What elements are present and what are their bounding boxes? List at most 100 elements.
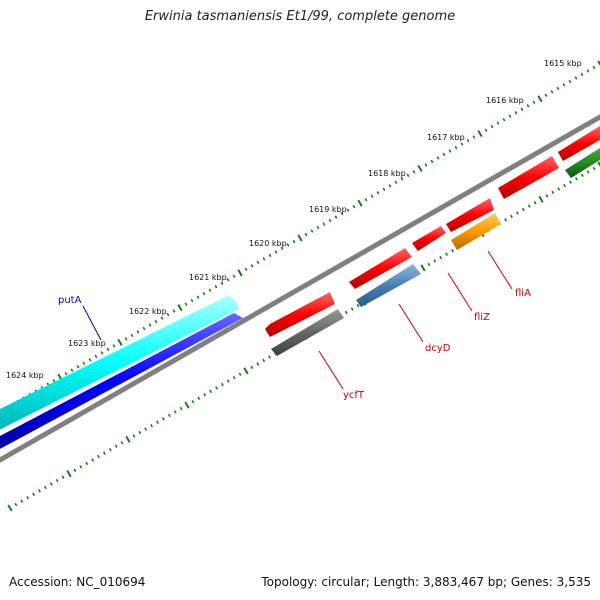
outer-tick-minor <box>586 69 590 73</box>
inner-tick-minor <box>433 259 437 263</box>
inner-tick-minor <box>445 252 449 256</box>
outer-tick-minor <box>484 128 488 132</box>
ruler-label: 1621 kbp <box>189 273 227 282</box>
gene-arrow-red-3[interactable] <box>446 198 494 232</box>
gene-arrow-red-2[interactable] <box>349 248 412 289</box>
outer-tick-minor <box>112 344 116 348</box>
inner-tick-minor <box>173 410 177 414</box>
inner-tick-minor <box>32 492 36 496</box>
outer-tick-minor <box>100 351 104 355</box>
gene-arrows <box>0 126 600 450</box>
outer-tick-minor <box>592 65 596 70</box>
outer-tick-minor <box>352 204 356 209</box>
outer-tick-minor <box>280 246 284 251</box>
inner-tick-major <box>7 504 13 512</box>
leader-line-puta <box>82 305 102 341</box>
ruler-label: 1617 kbp <box>427 133 465 142</box>
inner-tick-minor <box>161 417 165 421</box>
outer-tick-minor <box>148 323 152 327</box>
gene-labels: putA ycfT dcyD fliZ fliA <box>58 250 531 401</box>
inner-tick-minor <box>533 201 537 205</box>
gene-arrow-red-5[interactable] <box>558 126 600 161</box>
outer-tick-minor <box>490 124 494 129</box>
outer-tick-minor <box>460 142 464 146</box>
inner-tick-minor <box>55 478 59 483</box>
gene-arrow-ycft[interactable] <box>271 309 344 356</box>
ruler-labels: 1615 kbp 1616 kbp 1617 kbp 1618 kbp 1619 kbp… <box>6 59 582 380</box>
ruler-label: 1622 kbp <box>129 307 167 316</box>
inner-tick-minor <box>580 173 584 177</box>
outer-tick-minor <box>304 232 308 237</box>
outer-tick-minor <box>364 198 368 202</box>
outer-tick-minor <box>190 298 194 303</box>
inner-tick-major <box>597 161 600 167</box>
outer-tick-major <box>357 199 363 207</box>
inner-tick-minor <box>268 355 272 359</box>
outer-tick-minor <box>448 149 452 153</box>
inner-tick-minor <box>150 423 154 428</box>
inner-tick-minor <box>551 190 555 195</box>
inner-tick-minor <box>167 413 171 418</box>
inner-tick-minor <box>232 375 236 380</box>
outer-tick-minor <box>232 274 236 278</box>
gene-arrow-fliz[interactable] <box>412 226 446 251</box>
inner-tick-minor <box>132 434 136 438</box>
gene-label-fliz: fliZ <box>474 312 490 323</box>
gene-arrow-puta-blue[interactable] <box>0 313 243 450</box>
gene-arrow-dcyd[interactable] <box>356 264 421 307</box>
outer-tick-minor <box>124 337 128 341</box>
outer-tick-minor <box>184 302 188 306</box>
gene-arrow-red-4[interactable] <box>498 156 559 199</box>
gene-arrow-puta-cyan[interactable] <box>0 295 239 432</box>
outer-tick-minor <box>436 156 440 160</box>
outer-tick-minor <box>562 83 566 87</box>
inner-tick-minor <box>20 499 24 503</box>
inner-tick-minor <box>586 170 590 174</box>
outer-tick-major <box>117 338 123 346</box>
inner-tick-minor <box>256 362 260 366</box>
outer-tick-minor <box>502 117 506 122</box>
outer-tick-minor <box>400 177 404 181</box>
inner-tick-minor <box>49 482 53 486</box>
outer-tick-minor <box>208 288 212 292</box>
outer-tick-minor <box>580 72 584 77</box>
map-title: Erwinia tasmaniensis Et1/99, complete ge… <box>144 9 456 24</box>
inner-tick-minor <box>73 468 77 472</box>
outer-tick-track <box>0 60 600 416</box>
footer-accession: Accession: NC_010694 <box>9 575 146 589</box>
inner-tick-minor <box>91 458 95 462</box>
ruler-label: 1618 kbp <box>368 169 406 178</box>
gene-arrow-flia[interactable] <box>451 213 501 250</box>
outer-tick-minor <box>406 173 410 178</box>
outer-tick-minor <box>520 107 524 111</box>
outer-tick-minor <box>94 354 98 359</box>
outer-tick-minor <box>154 319 158 324</box>
inner-tick-minor <box>521 207 525 212</box>
gene-arrow-green[interactable] <box>565 148 600 178</box>
outer-tick-minor <box>202 291 206 296</box>
outer-tick-minor <box>310 229 314 233</box>
inner-tick-minor <box>527 204 531 208</box>
outer-tick-minor <box>430 159 434 164</box>
inner-tick-minor <box>209 389 213 394</box>
inner-tick-minor <box>97 454 100 459</box>
inner-tick-minor <box>262 358 266 363</box>
outer-tick-minor <box>196 295 200 299</box>
outer-tick-minor <box>394 180 398 185</box>
ruler-label: 1624 kbp <box>6 371 44 380</box>
outer-tick-minor <box>442 152 446 157</box>
leader-line-flia <box>487 250 513 290</box>
inner-tick-minor <box>79 465 83 469</box>
gene-arrow-red-1[interactable] <box>265 292 335 337</box>
outer-tick-minor <box>142 326 146 331</box>
outer-tick-minor <box>340 211 344 216</box>
ruler-label: 1619 kbp <box>309 205 347 214</box>
inner-tick-minor <box>238 372 242 376</box>
inner-tick-minor <box>144 427 148 431</box>
inner-tick-minor <box>557 187 561 191</box>
outer-tick-minor <box>160 316 164 320</box>
outer-tick-minor <box>526 104 530 108</box>
outer-tick-minor <box>388 184 392 188</box>
